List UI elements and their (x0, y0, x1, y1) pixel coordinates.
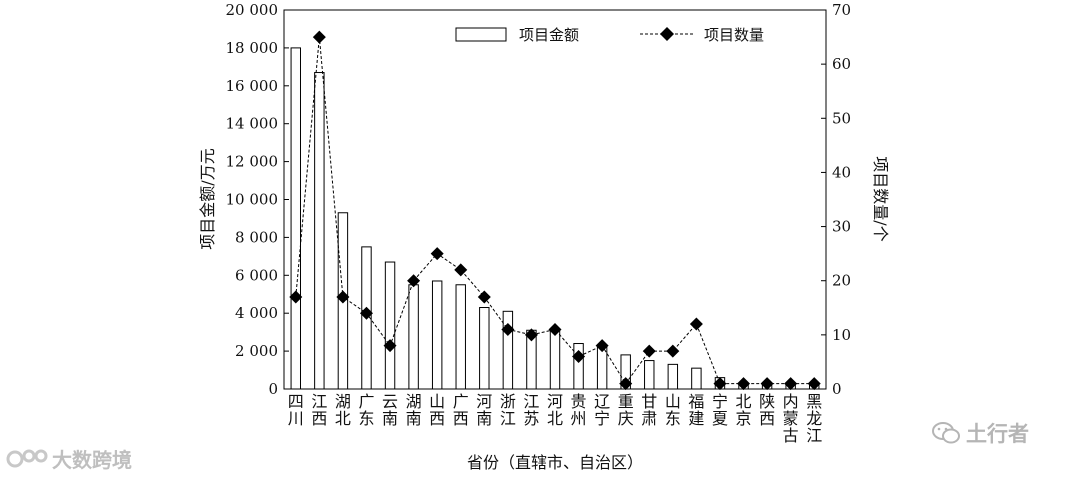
y-tick-label: 2 000 (235, 342, 278, 360)
legend-diamond-marker (660, 27, 674, 41)
x-category-label: 黑龙江 (806, 392, 822, 445)
diamond-marker (407, 274, 421, 288)
y2-tick-label: 10 (832, 326, 851, 344)
y-tick-label: 10 000 (226, 191, 279, 209)
diamond-marker (383, 339, 397, 353)
diamond-marker (595, 339, 609, 353)
watermark-right: 土行者 (932, 418, 1029, 448)
x-category-label: 湖北 (335, 392, 351, 428)
x-axis-label: 省份（直辖市、自治区） (467, 453, 643, 472)
diamond-marker (807, 377, 821, 391)
x-category-label: 山西 (429, 392, 445, 428)
y-tick-label: 18 000 (226, 39, 279, 57)
diamond-marker (619, 377, 633, 391)
bar (549, 329, 561, 390)
x-category-label: 辽宁 (594, 392, 610, 428)
y-tick-label: 12 000 (226, 153, 279, 171)
x-category-label: 贵州 (571, 392, 587, 428)
x-category-label: 北京 (736, 392, 752, 428)
diamond-marker (430, 247, 444, 261)
y2-tick-label: 20 (832, 272, 851, 290)
x-category-label: 内蒙古 (783, 392, 799, 445)
bar (644, 360, 655, 390)
line-layer (289, 30, 821, 391)
y-axis-left: 0 2 000 4 000 6 000 8 000 10 000 12 000 14 000 1… (226, 1, 289, 398)
bar (431, 280, 443, 390)
count-line (295, 37, 815, 385)
x-category-label: 江苏 (523, 392, 539, 428)
watermark-left: 大数跨境 (6, 444, 132, 473)
x-category-label: 浙江 (500, 392, 516, 428)
diamond-marker (289, 290, 303, 304)
x-category-label: 广西 (453, 392, 469, 428)
diamond-marker (477, 290, 491, 304)
y-tick-label: 20 000 (226, 1, 279, 19)
diamond-marker (312, 30, 326, 44)
x-category-label: 广东 (358, 392, 374, 428)
x-axis-categories: 四川江西湖北广东云南湖南山西广西河南浙江江苏河北贵州辽宁重庆甘肃山东福建宁夏北京… (288, 392, 822, 445)
legend-line-label: 项目数量 (704, 26, 764, 44)
bar (408, 284, 419, 390)
diamond-marker (713, 377, 727, 391)
bar (314, 72, 325, 390)
y-tick-label: 4 000 (235, 304, 278, 322)
y-tick-label: 8 000 (235, 228, 278, 246)
diamond-marker (572, 350, 586, 364)
diamond-marker (760, 377, 774, 391)
x-category-label: 湖南 (406, 392, 422, 428)
diamond-marker (359, 306, 373, 320)
bar (455, 284, 466, 390)
x-category-label: 四川 (288, 392, 304, 428)
x-category-label: 山东 (665, 392, 681, 428)
bar (667, 363, 679, 390)
watermark-left-text: 大数跨境 (52, 448, 132, 472)
x-category-label: 江西 (311, 392, 327, 428)
y-axis-right: 0 10 20 30 40 50 60 70 (821, 1, 851, 398)
y2-tick-label: 30 (832, 218, 851, 236)
bar (479, 307, 490, 390)
y2-tick-label: 0 (832, 380, 842, 398)
y-tick-label: 6 000 (235, 266, 278, 284)
y-tick-label: 16 000 (226, 77, 279, 95)
watermark-right-text: 土行者 (966, 422, 1029, 446)
diamond-marker (454, 263, 468, 277)
y-tick-label: 14 000 (226, 115, 279, 133)
x-category-label: 福建 (688, 392, 704, 428)
diamond-marker (524, 328, 538, 342)
y-axis-label: 项目金额/万元 (198, 148, 217, 249)
diamond-marker (689, 317, 703, 331)
diamond-marker (642, 344, 656, 358)
y2-axis-label: 项目数量/个 (871, 156, 890, 241)
legend-bar-label: 项目金额 (519, 26, 579, 44)
diamond-marker (501, 322, 515, 336)
x-category-label: 陕西 (759, 392, 775, 428)
diamond-marker (336, 290, 350, 304)
y2-tick-label: 50 (832, 109, 851, 127)
y2-tick-label: 60 (832, 55, 851, 73)
diamond-marker (666, 344, 680, 358)
watermark-logo-icon (6, 449, 48, 467)
legend-bar-swatch (455, 27, 507, 42)
y-tick-label: 0 (268, 380, 278, 398)
legend: 项目金额 项目数量 (455, 26, 764, 44)
y2-tick-label: 40 (832, 163, 851, 181)
y2-tick-label: 70 (832, 1, 851, 19)
x-category-label: 重庆 (618, 392, 634, 428)
x-category-label: 河北 (547, 392, 563, 428)
bar (384, 261, 396, 390)
bar (596, 346, 608, 390)
diamond-marker (548, 322, 562, 336)
bars-layer (290, 47, 820, 390)
bar (290, 47, 301, 390)
x-category-label: 宁夏 (712, 392, 728, 428)
x-category-label: 河南 (476, 392, 492, 428)
x-category-label: 云南 (382, 392, 398, 428)
bar (691, 367, 702, 390)
diamond-marker (737, 377, 751, 391)
wechat-icon (932, 422, 960, 444)
diamond-marker (784, 377, 798, 391)
x-category-label: 甘肃 (641, 392, 657, 428)
